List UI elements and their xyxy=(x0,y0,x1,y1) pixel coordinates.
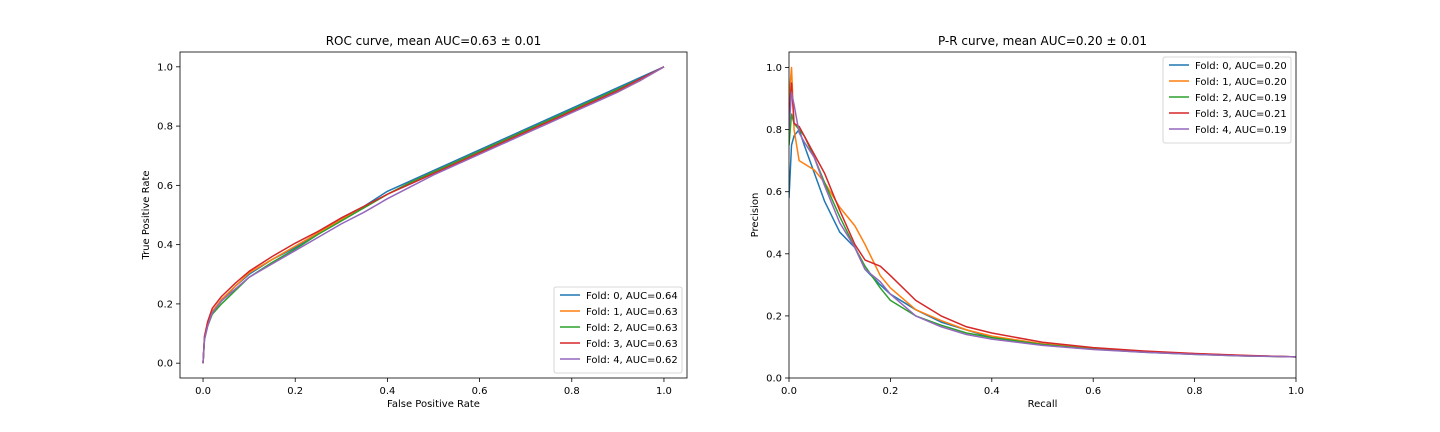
series-line-fold-4 xyxy=(202,66,665,364)
y-tick-label: 0.6 xyxy=(766,187,782,198)
y-tick-label: 0.4 xyxy=(766,249,782,260)
y-tick-label: 1.0 xyxy=(766,63,782,74)
legend-label: Fold: 3, AUC=0.21 xyxy=(1195,109,1287,120)
legend-label: Fold: 3, AUC=0.63 xyxy=(586,339,678,350)
chart-title: P-R curve, mean AUC=0.20 ± 0.01 xyxy=(938,34,1147,48)
roc-chart: 0.0 0.2 0.4 0.6 0.8 1.0 0.0 0.2 0.4 0.6 0.8 1.0 ROC … xyxy=(141,34,688,410)
x-tick-label: 0.8 xyxy=(1187,386,1203,397)
legend-label: Fold: 2, AUC=0.19 xyxy=(1195,93,1287,104)
series-line-fold-2 xyxy=(789,113,1296,358)
legend-label: Fold: 1, AUC=0.63 xyxy=(586,307,678,318)
axes-frame xyxy=(179,51,688,379)
y-axis-label: True Positive Rate xyxy=(141,170,152,260)
legend-label: Fold: 1, AUC=0.20 xyxy=(1195,77,1287,88)
x-tick-label: 0.2 xyxy=(287,386,303,397)
y-axis-label: Precision xyxy=(750,193,761,238)
x-axis-label: Recall xyxy=(1028,399,1058,410)
y-tick-label: 0.2 xyxy=(157,299,173,310)
axes-frame xyxy=(788,51,1297,379)
plot-area xyxy=(789,66,1296,358)
x-axis-label: False Positive Rate xyxy=(387,399,480,410)
y-tick-label: 0.8 xyxy=(157,122,173,133)
y-tick-label: 0.0 xyxy=(766,374,782,385)
x-tick-label: 0.0 xyxy=(195,386,211,397)
y-tick-label: 0.6 xyxy=(157,181,173,192)
y-tick-label: 0.0 xyxy=(157,359,173,370)
series-line-fold-3 xyxy=(202,66,665,364)
y-tick-label: 0.8 xyxy=(766,125,782,136)
x-tick-label: 0.0 xyxy=(781,386,797,397)
plot-area xyxy=(202,66,665,364)
legend: Fold: 0, AUC=0.64 Fold: 1, AUC=0.63 Fold: … xyxy=(553,286,683,374)
legend-label: Fold: 2, AUC=0.63 xyxy=(586,323,678,334)
legend-box xyxy=(1162,56,1292,144)
legend-label: Fold: 4, AUC=0.19 xyxy=(1195,125,1287,136)
x-tick-label: 0.8 xyxy=(564,386,580,397)
x-tick-label: 1.0 xyxy=(656,386,672,397)
legend-label: Fold: 0, AUC=0.64 xyxy=(586,291,678,302)
pr-chart: 0.0 0.2 0.4 0.6 0.8 1.0 0.0 0.2 0.4 0.6 0.8 1.0 P-R … xyxy=(750,34,1304,410)
y-tick-label: 1.0 xyxy=(157,62,173,73)
legend-box xyxy=(553,286,683,374)
legend: Fold: 0, AUC=0.20 Fold: 1, AUC=0.20 Fold: … xyxy=(1162,56,1292,144)
y-tick-label: 0.2 xyxy=(766,311,782,322)
legend-label: Fold: 4, AUC=0.62 xyxy=(586,355,678,366)
series-line-fold-3 xyxy=(789,82,1296,358)
y-tick-label: 0.4 xyxy=(157,240,173,251)
x-tick-label: 0.4 xyxy=(379,386,395,397)
x-tick-label: 0.4 xyxy=(984,386,1000,397)
series-line-fold-4 xyxy=(789,91,1296,358)
chart-title: ROC curve, mean AUC=0.63 ± 0.01 xyxy=(326,34,542,48)
x-tick-label: 1.0 xyxy=(1288,386,1304,397)
x-tick-label: 0.6 xyxy=(1085,386,1101,397)
x-tick-label: 0.6 xyxy=(472,386,488,397)
x-tick-label: 0.2 xyxy=(882,386,898,397)
legend-label: Fold: 0, AUC=0.20 xyxy=(1195,61,1287,72)
